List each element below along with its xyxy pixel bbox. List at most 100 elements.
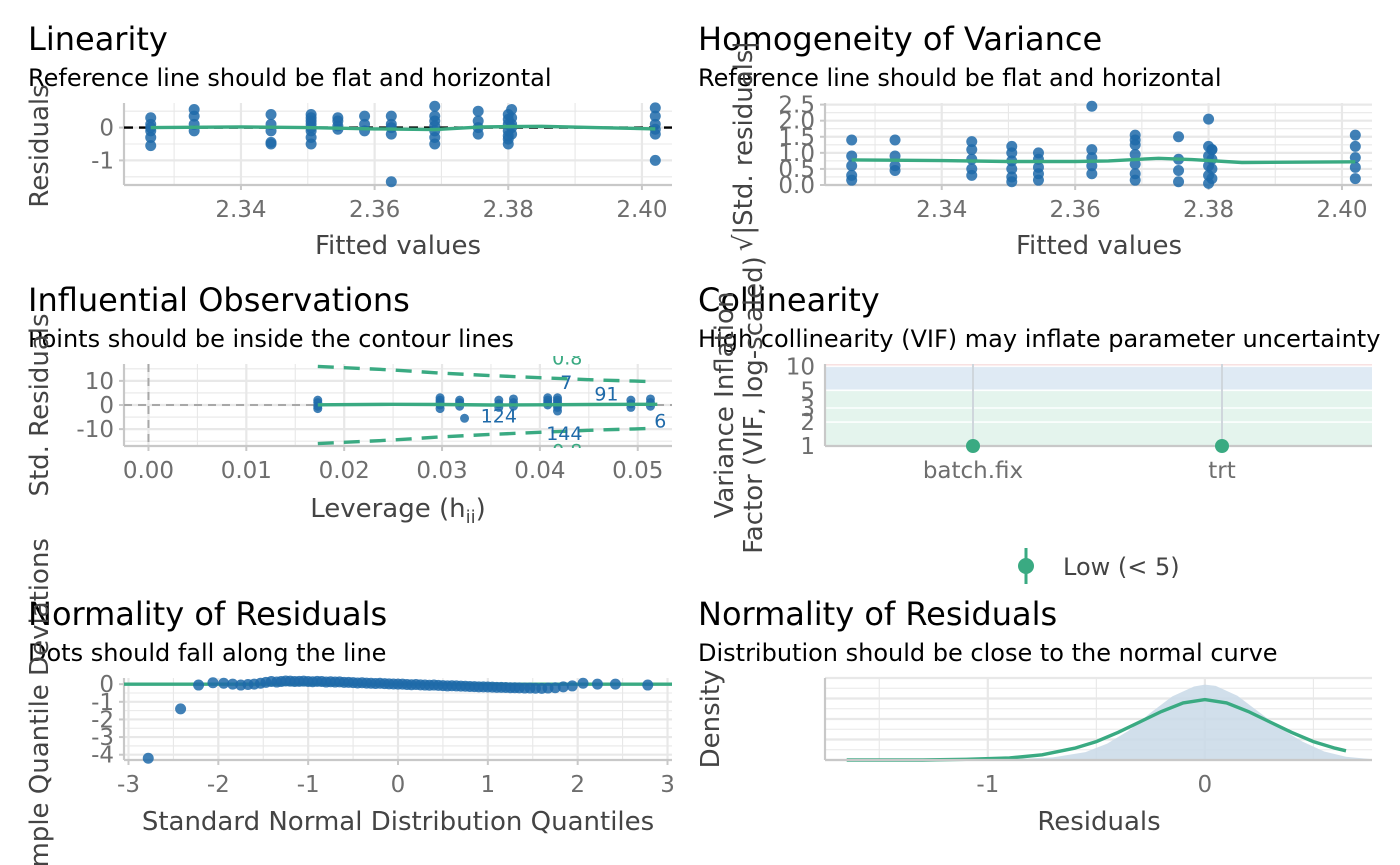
panel-subtitle: Reference line should be flat and horizo… [698,64,1222,92]
y-tick-label: 0 [99,393,114,419]
x-tick-label: 2 [570,772,585,798]
data-point [142,752,154,764]
data-point [1349,140,1361,152]
point-label: 124 [481,405,517,427]
data-point [1129,174,1141,186]
panel-linearity: Linearity Reference line should be flat a… [25,20,672,261]
panel-collinearity: Collinearity High collinearity (VIF) may … [698,256,1380,584]
data-point [1203,160,1215,172]
data-point [1129,134,1141,146]
data-point [1173,176,1185,188]
y-tick-label: 2.0 [778,109,815,135]
y-tick-label: 3 [800,396,815,422]
data-point [1203,169,1215,181]
legend-label: Low (< 5) [1063,553,1180,581]
x-tick-label: batch.fix [923,458,1023,484]
data-point [1350,0,1361,6]
x-tick-label: 0 [391,772,406,798]
data-point [549,682,561,694]
data-point [966,136,978,148]
y-tick-label: 2.5 [778,93,815,119]
x-tick-label: -2 [207,772,230,798]
data-point [1086,168,1098,180]
panel-title: Homogeneity of Variance [698,20,1102,58]
x-tick-label: -1 [297,772,320,798]
contour-label: 0.8 [552,440,582,462]
data-point [207,677,219,689]
data-point [557,681,569,693]
data-point [1173,165,1185,177]
point-label: 6 [654,411,666,433]
data-point [429,138,441,150]
panel-title: Collinearity [698,281,880,319]
x-tick-label: 0.05 [612,458,663,484]
y-axis-label: √|Std. residuals| [729,41,759,251]
y-tick-label: 1 [800,434,815,460]
data-point [889,134,901,146]
y-axis-label: Sample Quantile Deviations [25,538,55,865]
fit-line [851,156,1356,165]
x-tick-label: 2.34 [215,197,266,223]
band-moderate [825,366,1372,391]
vif-point [966,439,980,453]
panel-qq: Normality of Residuals Dots should fall a… [25,538,675,865]
data-point [566,680,578,692]
x-axis-label-subscript: ii [466,507,476,528]
data-point [305,138,317,150]
data-point [1032,174,1044,186]
panel-title: Linearity [28,20,168,58]
y-axis-label: Std. Residuals [25,313,55,496]
data-point [1086,100,1098,112]
y-axis-label: Residuals [25,84,55,207]
y-tick-label: 10 [786,354,815,380]
x-tick-label: -1 [976,772,999,798]
vif-point [1215,439,1229,453]
data-point [553,406,563,416]
y-tick-label: 0 [99,116,114,142]
panel-influential: Influential Observations Points should be… [25,281,672,528]
x-tick-label: 1 [481,772,496,798]
points-group [142,675,654,764]
data-point [1203,113,1215,125]
data-point [1173,131,1185,143]
band-low [825,390,1372,446]
data-point [460,413,470,423]
data-point [1006,163,1018,175]
x-tick-label: 2.38 [1183,197,1234,223]
panel-title: Normality of Residuals [698,595,1057,633]
data-point [649,154,661,166]
y-tick-label: -1 [91,148,114,174]
data-point [385,176,397,188]
x-axis-label: Standard Normal Distribution Quantiles [142,807,654,837]
x-axis-label-close: ) [476,494,486,524]
x-axis-label: Fitted values [1016,231,1182,261]
data-point [846,134,858,146]
x-tick-label: 2.40 [616,197,667,223]
data-point [1006,176,1018,188]
point-label: 144 [546,423,582,445]
data-point [642,679,654,691]
x-tick-label: 0.02 [319,458,370,484]
x-tick-label: trt [1208,458,1236,484]
x-tick-label: 2.40 [1316,197,1367,223]
y-axis-label: Density [696,670,726,769]
panel-subtitle: Points should be inside the contour line… [28,325,514,353]
data-point [385,110,397,122]
y-tick-label: -4 [91,743,114,769]
data-point [846,160,858,172]
x-tick-label: 0.03 [416,458,467,484]
data-point [966,144,978,156]
data-point [472,128,484,140]
normal-curve [846,697,1347,762]
panel-subtitle: High collinearity (VIF) may inflate para… [698,325,1380,353]
data-point [577,677,589,689]
data-point [435,404,445,414]
contour-label: 0.8 [552,348,582,370]
data-point [145,131,157,143]
fit-line [150,124,656,132]
x-tick-label: 2.34 [916,197,967,223]
point-label: 7 [560,372,572,394]
data-point [1006,147,1018,159]
data-point [502,130,514,142]
data-point [218,677,230,689]
